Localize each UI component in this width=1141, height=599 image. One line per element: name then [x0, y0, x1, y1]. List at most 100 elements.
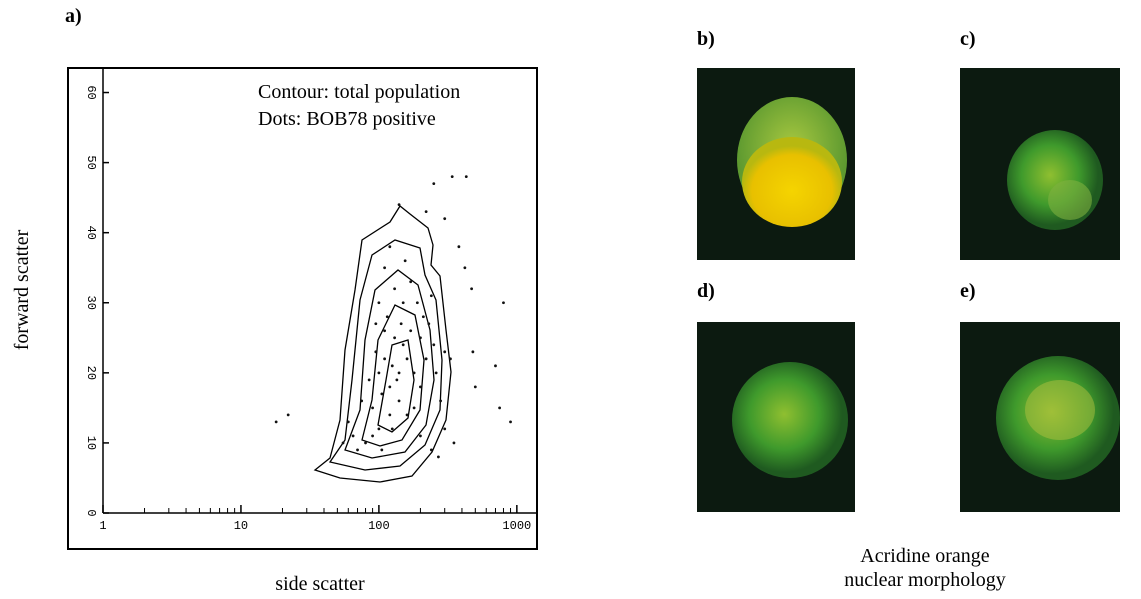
dot [371, 406, 374, 410]
dot [377, 427, 381, 431]
x-tick-label: 1 [99, 519, 106, 533]
dot [374, 322, 378, 326]
dot [419, 336, 422, 340]
dot [443, 350, 447, 354]
dot [424, 210, 428, 214]
y-axis-label: forward scatter [11, 229, 33, 350]
y-tick-label: 30 [84, 296, 98, 310]
dot [346, 420, 350, 424]
dot [397, 399, 401, 403]
dot [509, 420, 512, 424]
dot [452, 441, 456, 445]
dot [377, 371, 381, 375]
dot [380, 448, 384, 452]
plot-frame [67, 67, 538, 550]
dot [380, 392, 384, 396]
dot [412, 371, 416, 375]
micrograph [697, 68, 855, 260]
dot [395, 378, 399, 382]
dot [427, 322, 431, 326]
micrograph [697, 322, 855, 512]
dot [412, 406, 416, 410]
dot [473, 385, 477, 389]
dot [471, 350, 475, 354]
dot [432, 182, 436, 186]
dot [443, 217, 447, 221]
dot [449, 357, 452, 361]
contours [313, 205, 452, 483]
panel-label: b) [697, 28, 715, 50]
dot [424, 357, 428, 361]
dot [434, 371, 438, 375]
x-tick-label: 10 [234, 519, 248, 533]
dot [429, 294, 433, 298]
caption: Acridine orange [860, 545, 990, 567]
dot [356, 448, 359, 452]
dot [409, 329, 413, 333]
dot [385, 315, 389, 319]
dot [390, 427, 394, 431]
annotation: Contour: total population [258, 81, 460, 103]
dot [470, 287, 474, 291]
dot [502, 301, 505, 305]
dot [403, 259, 407, 263]
dot [388, 385, 392, 389]
dot [439, 399, 442, 403]
dot [432, 343, 436, 347]
panel-label: c) [960, 28, 976, 50]
dot [360, 399, 364, 403]
panel-label: d) [697, 280, 715, 302]
dot [274, 420, 278, 424]
y-tick-label: 60 [84, 85, 98, 99]
dot [498, 406, 502, 410]
y-tick-label: 10 [84, 436, 98, 450]
y-tick-label: 40 [84, 225, 98, 239]
dot [397, 203, 401, 207]
dot [401, 301, 405, 305]
dot [443, 427, 447, 431]
dot [383, 266, 387, 270]
dot [419, 385, 422, 389]
dot [457, 245, 461, 249]
dot [374, 350, 378, 354]
dot [393, 287, 397, 291]
annotation: Dots: BOB78 positive [258, 108, 436, 130]
x-axis-label: side scatter [275, 573, 365, 595]
dot [341, 441, 345, 445]
panel-label: e) [960, 280, 976, 302]
dot [286, 413, 290, 417]
dot [383, 329, 387, 333]
dot [419, 434, 422, 438]
dot [409, 280, 413, 284]
micrograph [960, 322, 1120, 512]
dot [351, 434, 355, 438]
dot [390, 364, 394, 368]
x-tick-label: 1000 [502, 519, 531, 533]
dot [383, 357, 387, 361]
micrograph [960, 68, 1120, 260]
y-tick-label: 20 [84, 366, 98, 380]
dot [388, 245, 392, 249]
dot [405, 413, 409, 417]
panel-label: a) [65, 5, 82, 27]
dot [437, 455, 440, 459]
y-tick-label: 50 [84, 155, 98, 169]
dot [364, 441, 367, 445]
dot [371, 434, 374, 438]
dot [405, 357, 409, 361]
x-tick-label: 100 [368, 519, 390, 533]
dot [464, 175, 468, 179]
caption: nuclear morphology [844, 569, 1006, 591]
dot [399, 322, 403, 326]
dot [393, 336, 397, 340]
y-tick-label: 0 [84, 509, 98, 516]
dot [429, 448, 433, 452]
dot [421, 315, 425, 319]
dot [377, 301, 381, 305]
dot [450, 175, 454, 179]
dot [415, 301, 419, 305]
dot [367, 378, 371, 382]
dot [463, 266, 467, 270]
